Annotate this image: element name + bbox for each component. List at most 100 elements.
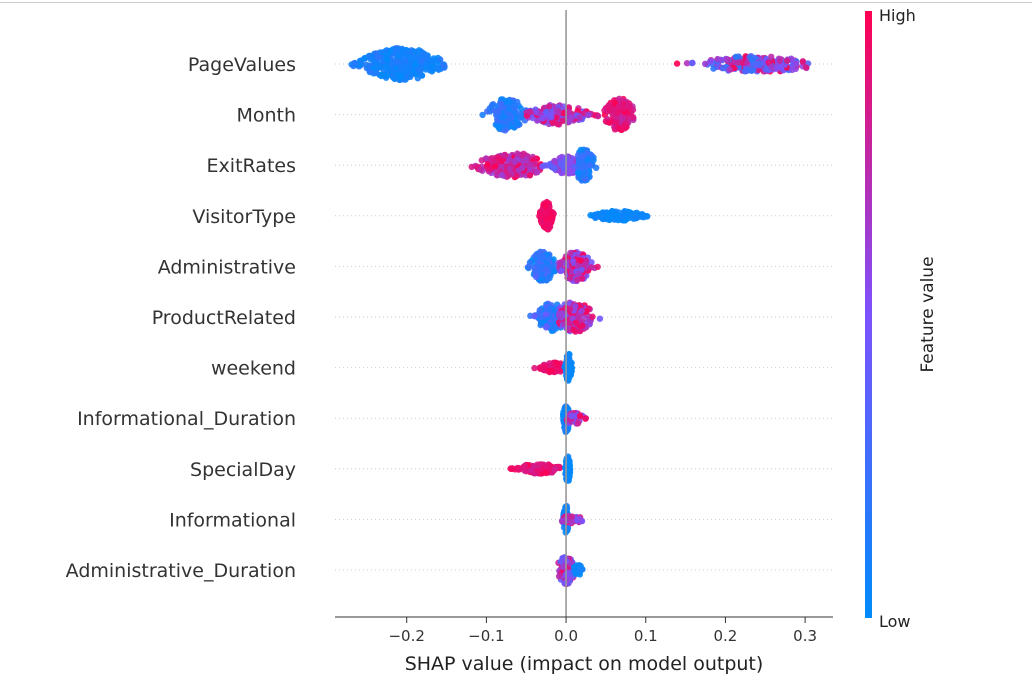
shap-point [402,49,409,56]
shap-point [717,56,724,63]
shap-point [486,105,493,112]
shap-point [479,111,486,119]
shap-point [544,256,551,263]
feature-label: Month [236,105,296,127]
shap-point [422,54,429,61]
shap-point [579,152,587,159]
shap-point [576,516,583,523]
shap-point [574,276,581,283]
shap-point [568,114,576,121]
shap-point [783,57,791,64]
shap-point [400,60,408,68]
shap-point [534,117,541,124]
shap-point [405,65,412,73]
shap-point [532,273,540,280]
shap-point [526,172,534,179]
shap-point [435,66,442,73]
shap-point [531,313,538,320]
shap-point [515,466,522,473]
shap-point [609,208,616,215]
shap-point [707,57,715,65]
shap-point [570,326,578,334]
shap-point [572,303,579,310]
shap-point [556,366,564,373]
shap-point [734,59,742,66]
shap-point [563,569,571,576]
shap-point [594,112,602,120]
shap-point [732,53,740,60]
shap-point [594,210,602,217]
shap-point [526,263,533,270]
shap-point [378,72,386,79]
shap-point [550,323,557,331]
shap-point [788,66,796,74]
shap-point [566,461,573,469]
shap-point [620,105,627,112]
shap-point [543,216,550,223]
shap-point [644,213,651,220]
shap-point [542,203,549,210]
x-tick-label: 0.2 [714,627,738,645]
shap-point [762,65,769,73]
shap-point [369,53,376,60]
shap-point [559,117,566,124]
shap-point [574,169,582,176]
shap-point [568,519,575,526]
colorbar-title: Feature value [918,256,938,372]
shap-point [773,65,780,72]
feature-label: ExitRates [207,155,296,177]
shap-point [399,65,406,73]
shap-point [768,63,775,71]
shap-point [606,119,613,126]
shap-point [588,264,595,271]
x-tick-label: −0.1 [468,627,504,645]
shap-point [522,157,529,164]
shap-point [548,114,555,121]
shap-point [702,60,709,67]
shap-point [568,269,576,276]
shap-point [517,105,524,112]
x-tick-label: 0.1 [634,627,658,645]
shap-point [545,306,553,313]
shap-point [511,102,518,110]
shap-point [394,46,401,54]
feature-label: Informational_Duration [77,408,296,430]
shap-point [579,322,586,329]
shap-point [799,58,807,65]
shap-point [620,100,627,107]
shap-point [428,68,436,75]
shap-point [411,61,419,68]
shap-point [566,351,573,358]
shap-point [585,111,592,119]
shap-point [518,114,525,121]
shap-point [393,58,400,65]
shap-point [756,61,763,69]
shap-point [612,118,620,125]
shap-point [582,415,589,422]
shap-point [578,165,586,172]
shap-point [622,208,629,216]
shap-point [637,213,644,220]
feature-label: VisitorType [192,206,296,228]
shap-point [506,106,513,113]
feature-label: ProductRelated [152,307,296,329]
shap-point [688,59,696,67]
shap-point [613,212,621,219]
feature-labels: PageValues Month ExitRates VisitorType Admin… [66,54,296,582]
shap-point [531,364,538,372]
colorbar [865,11,872,618]
shap-point [519,164,526,172]
shap-point [497,100,505,108]
shap-point [545,103,553,110]
shap-point [546,463,553,470]
shap-point [575,270,583,277]
shap-point [498,171,506,179]
shap-point [501,152,508,159]
shap-point [495,124,502,131]
shap-point [520,150,527,157]
shap-point [574,420,582,427]
shap-point [413,48,420,56]
shap-point [537,364,544,371]
shap-point [375,64,382,71]
shap-point [765,59,772,66]
